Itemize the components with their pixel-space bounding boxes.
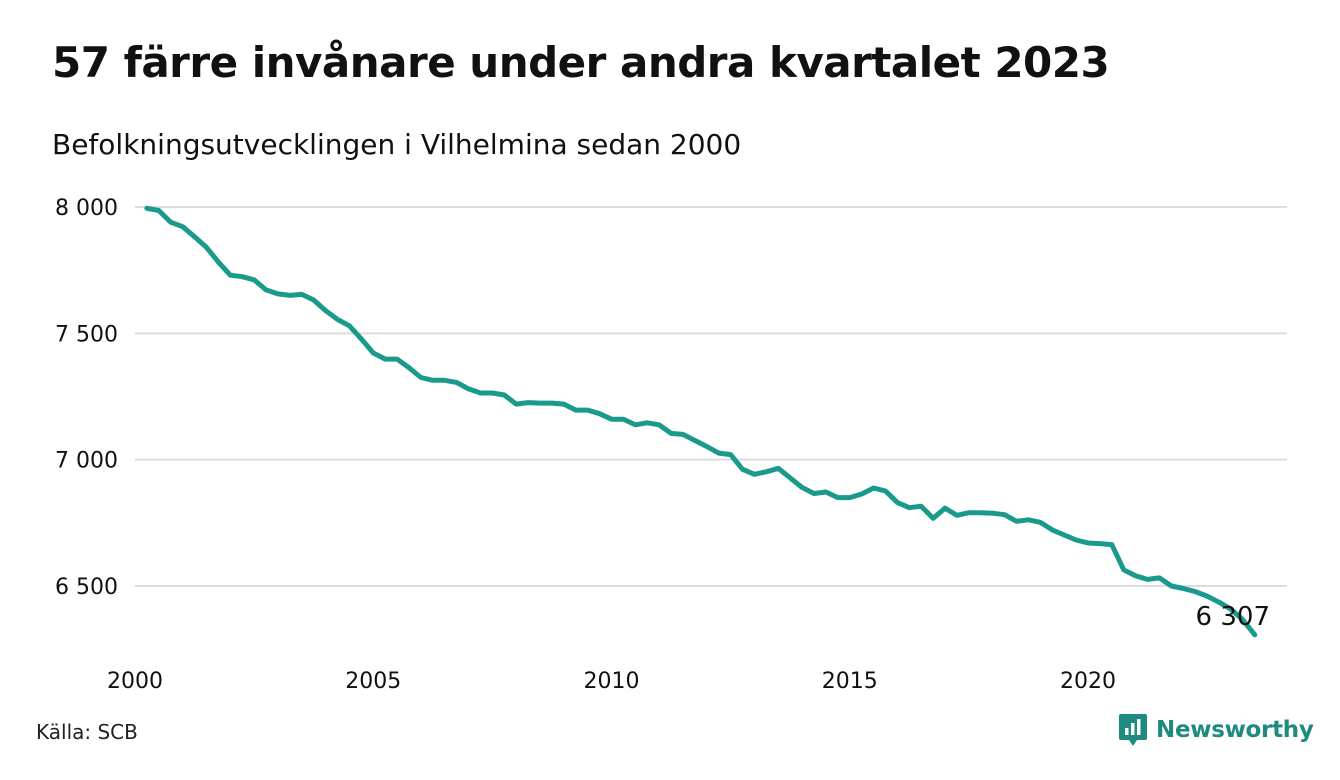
x-axis-ticks: 2000 2005 2010 2015 2020 (107, 669, 1116, 694)
brand-name: Newsworthy (1156, 717, 1314, 743)
y-tick-label: 6 500 (55, 575, 118, 600)
y-tick-label: 7 000 (55, 449, 118, 474)
chart-subtitle: Befolkningsutvecklingen i Vilhelmina sed… (52, 128, 742, 161)
x-tick-label: 2020 (1060, 669, 1116, 694)
source-note: Källa: SCB (36, 720, 138, 744)
x-tick-label: 2000 (107, 669, 163, 694)
newsworthy-logo[interactable]: Newsworthy (1118, 712, 1314, 748)
y-axis-ticks: 8 000 7 500 7 000 6 500 (55, 196, 118, 600)
x-tick-label: 2005 (345, 669, 401, 694)
chart-title: 57 färre invånare under andra kvartalet … (52, 38, 1110, 87)
x-tick-label: 2015 (822, 669, 878, 694)
gridlines (135, 206, 1287, 587)
end-value-label: 6 307 (1196, 602, 1270, 632)
y-tick-label: 7 500 (55, 322, 118, 347)
x-tick-label: 2010 (584, 669, 640, 694)
y-tick-label: 8 000 (55, 196, 118, 221)
newsworthy-logo-icon (1118, 712, 1148, 748)
series-line (144, 205, 1258, 638)
